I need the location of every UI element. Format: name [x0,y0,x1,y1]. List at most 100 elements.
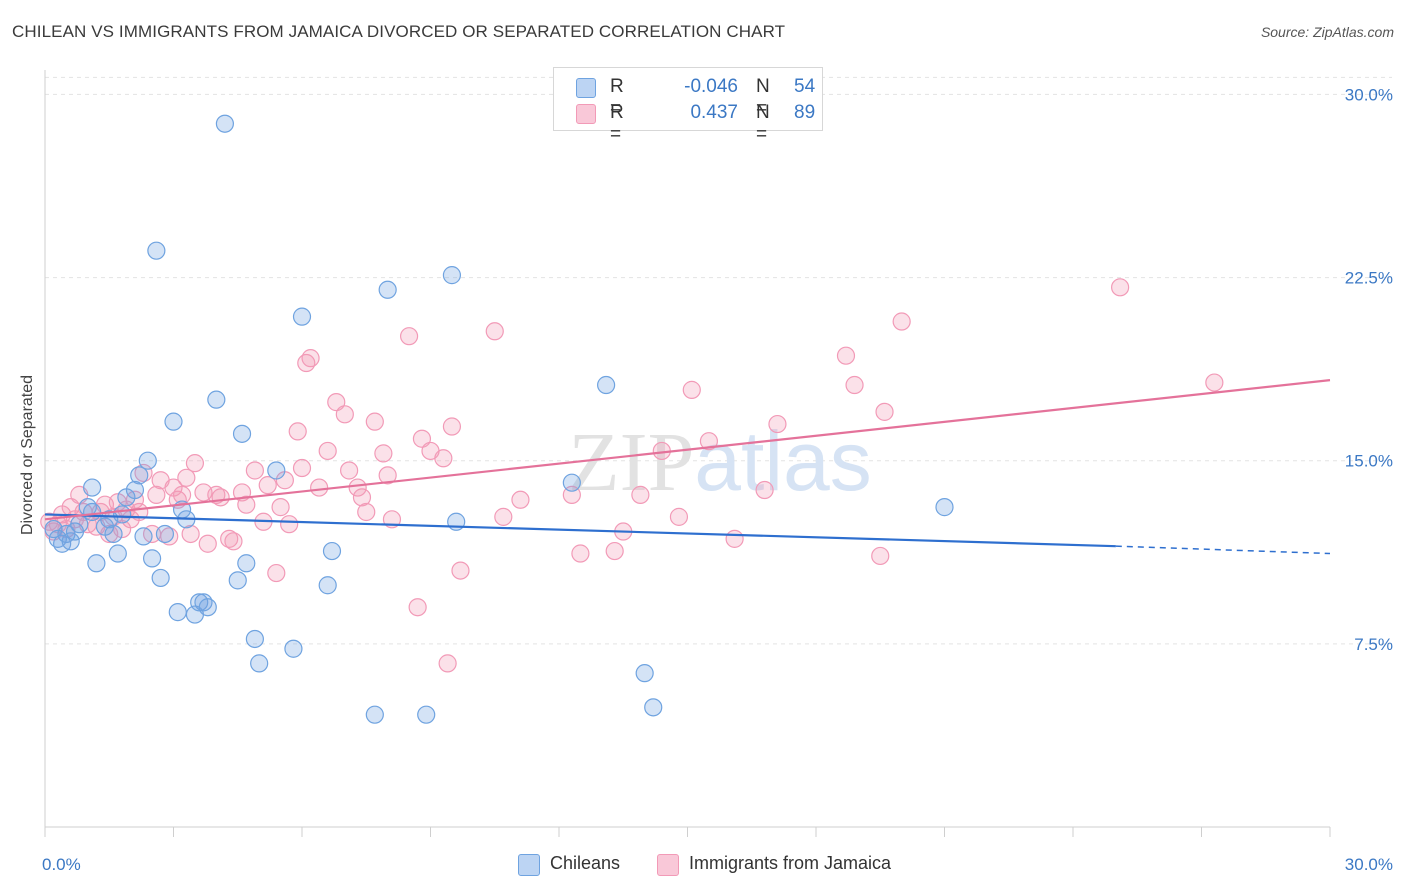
chilean-point [198,598,217,617]
jamaica-point [682,380,701,399]
jamaica-point [494,507,513,526]
y-tick-label: 7.5% [1354,635,1393,654]
jamaica-point [845,375,864,395]
jamaica-point [340,461,359,480]
chilean-point [215,114,234,133]
jamaica-point [198,534,217,553]
chilean-point [228,571,247,590]
chilean-point [138,451,157,470]
jamaica-point [352,488,372,507]
correlation-legend: R = -0.046 N = 54 R = 0.437 N = 89 [553,67,823,145]
chilean-point [232,424,252,443]
jamaica-point [836,346,856,365]
jamaica-point [755,480,774,500]
jamaica-point [605,541,624,561]
legend-label-jamaica: Immigrants from Jamaica [689,853,892,873]
chilean-point [164,412,183,431]
chilean-point [134,527,153,546]
chilean-point [417,705,436,724]
jamaica-point [399,327,419,346]
chilean-point [130,466,149,485]
chilean-point [87,554,106,573]
jamaica-trend-line [44,379,1331,521]
r-value: -0.046 [684,76,738,97]
jamaica-point [301,349,320,368]
jamaica-point [177,468,196,487]
jamaica-point [631,485,650,504]
jamaica-point [442,417,462,436]
chilean-point [365,705,384,724]
watermark-zip: ZIP [568,416,694,509]
jamaica-point [892,312,911,331]
chilean-point [70,515,89,534]
jamaica-point [288,422,307,441]
chilean-point [207,390,226,409]
jamaica-point [310,478,329,497]
jamaica-point [335,405,354,424]
chilean-point [562,473,581,492]
jamaica-point [451,561,470,580]
chileans-trend-line [44,513,1116,548]
chilean-point [292,307,312,326]
n-label: N = [756,76,770,119]
chilean-point [147,241,166,260]
chilean-point [83,478,102,497]
jamaica-point [237,495,256,514]
jamaica-point [292,458,312,478]
chileans-swatch [518,854,540,876]
watermark-atlas: atlas [694,414,871,508]
chilean-point [245,629,264,649]
jamaica-point [185,454,205,473]
chilean-point [635,664,654,683]
chilean-point [142,549,162,568]
chilean-point [108,544,127,563]
jamaica-swatch [576,104,596,124]
chilean-point [250,654,269,673]
jamaica-point [699,432,719,451]
jamaica-point [1111,278,1130,297]
n-value: 89 [794,102,816,123]
x-tick-label: 30.0% [1345,855,1393,874]
jamaica-point [365,412,384,431]
chilean-point [935,498,954,517]
legend-label-chileans: Chileans [550,853,621,873]
jamaica-point [374,444,393,463]
y-tick-label: 30.0% [1345,85,1393,104]
jamaica-point [571,544,590,563]
jamaica-point [147,485,166,504]
chileans-swatch [576,78,596,98]
y-tick-label: 15.0% [1345,452,1393,471]
r-label: R = [610,76,624,119]
chilean-point [267,461,286,480]
chileans-trend-extension [1115,545,1331,555]
y-tick-label: 22.5% [1345,269,1393,288]
chilean-point [378,280,397,299]
jamaica-swatch [657,854,679,876]
jamaica-point [438,654,457,673]
n-value: 54 [794,76,816,97]
chilean-point [125,480,145,500]
jamaica-point [875,402,894,421]
chilean-point [318,576,337,595]
jamaica-point [725,529,744,548]
chilean-point [155,524,175,544]
jamaica-point [408,598,427,617]
chilean-point [322,541,342,561]
chilean-point [237,554,256,573]
r-value: 0.437 [690,102,738,123]
jamaica-point [224,532,243,551]
jamaica-point [181,524,200,544]
x-tick-label: 0.0% [42,855,81,874]
jamaica-point [511,490,530,509]
jamaica-point [258,476,277,495]
jamaica-point [245,461,264,480]
jamaica-point [267,563,286,583]
jamaica-point [485,322,504,341]
chilean-point [190,593,209,612]
jamaica-point [357,502,376,522]
jamaica-point [348,478,367,497]
n-label: N = [756,102,770,145]
jamaica-point [211,488,230,507]
chilean-point [597,375,616,395]
